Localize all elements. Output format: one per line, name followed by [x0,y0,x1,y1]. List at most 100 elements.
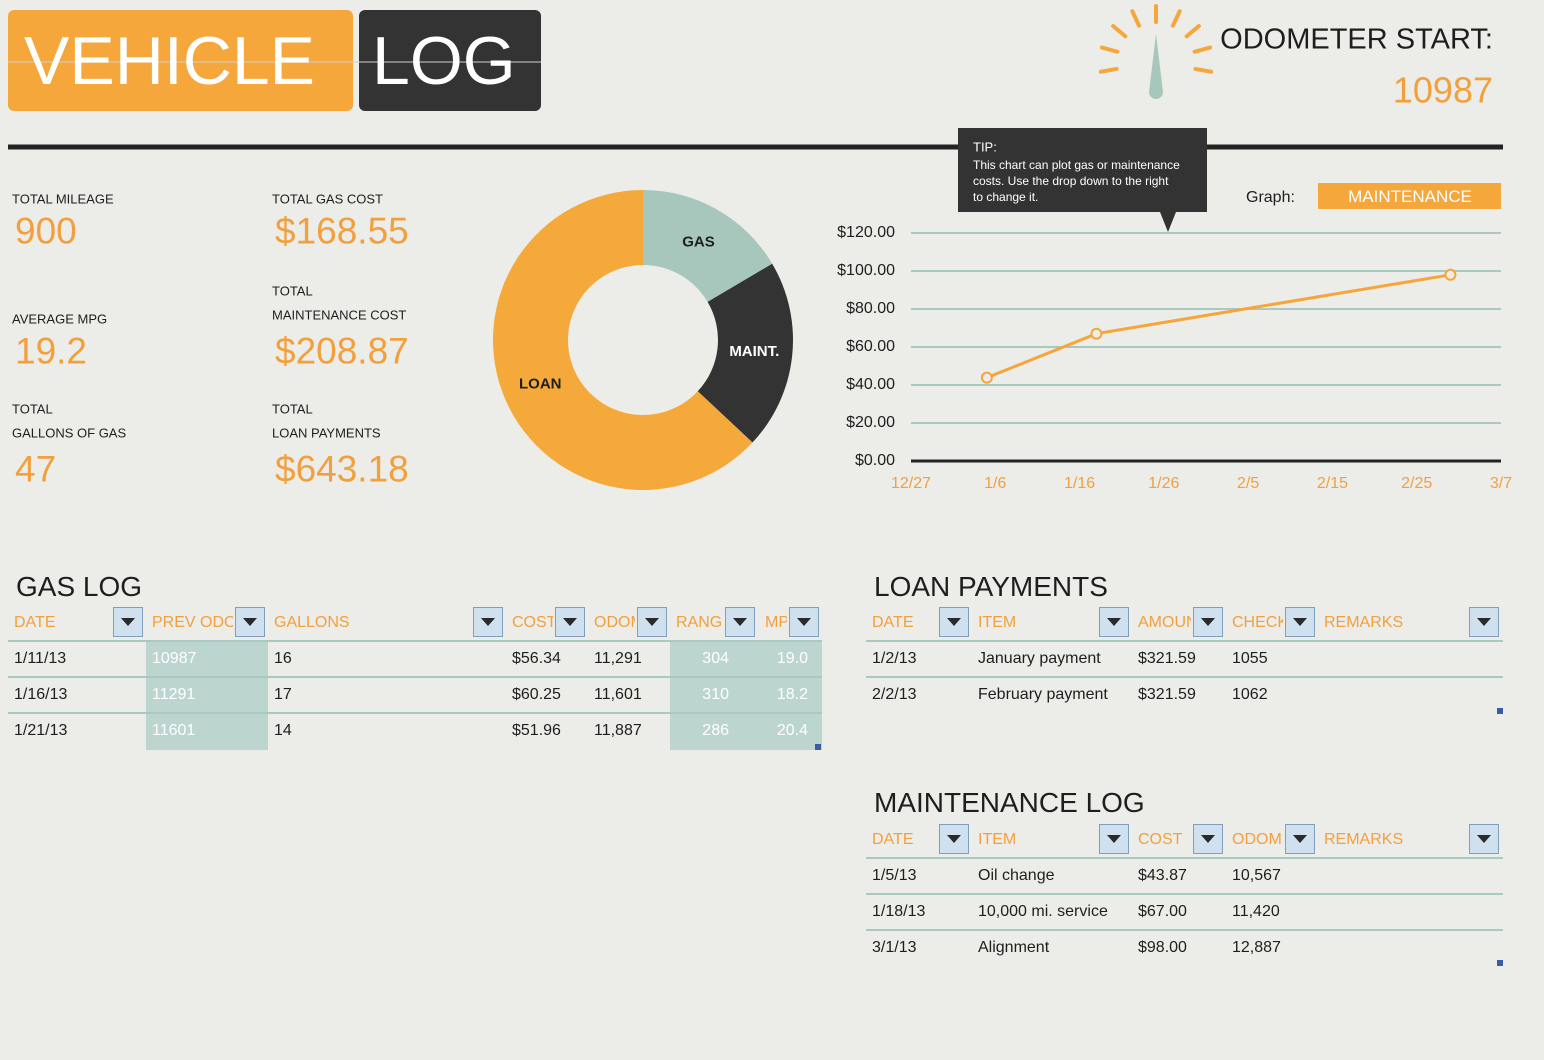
filter-dropdown[interactable] [113,607,143,637]
y-tick-label: $40.00 [846,376,895,393]
table-resize-handle [1497,708,1503,714]
table-cell: 18.2 [776,685,808,703]
table-cell: $321.59 [1138,649,1196,667]
column-header: GALLONS [274,613,350,631]
tip-box [958,128,1207,212]
column-header: ITEM [978,830,1017,848]
table-cell: 10987 [152,649,197,667]
x-tick-label: 2/25 [1401,475,1432,492]
stat-value: $208.87 [275,330,409,372]
tip-title: TIP: [973,139,997,155]
y-tick-label: $0.00 [855,452,895,469]
filter-dropdown[interactable] [1193,607,1223,637]
y-tick-label: $120.00 [837,224,895,241]
gauge-ray [1099,45,1120,54]
filter-dropdown[interactable] [725,607,755,637]
title-right-box [359,10,541,111]
table-cell: 11,420 [1232,902,1280,920]
table-resize-handle [1497,960,1503,966]
table-cell: 1/21/13 [14,721,68,739]
x-tick-label: 1/26 [1148,475,1179,492]
donut-slice [697,263,793,443]
filter-dropdown[interactable] [555,607,585,637]
filter-dropdown[interactable] [1469,607,1499,637]
table-resize-handle [815,744,821,750]
column-header: ODOM [594,613,635,631]
column-header: REMARKS [1324,830,1404,848]
table-cell: 1/2/13 [872,649,917,667]
column-header: REMARKS [1324,613,1404,631]
graph-selector-box[interactable] [1318,183,1501,209]
filter-dropdown[interactable] [1099,824,1129,854]
y-tick-label: $60.00 [846,338,895,355]
table-cell: 16 [274,649,292,667]
table-cell: 11601 [152,721,196,739]
stat-label: TOTAL [12,401,53,417]
filter-dropdown[interactable] [1285,824,1315,854]
table-title: GAS LOG [16,570,143,602]
stat-value: 47 [15,448,57,490]
gauge-needle [1149,34,1163,99]
table-cell: 10,000 mi. service [978,902,1108,920]
table-cell: 310 [702,685,729,703]
filter-dropdown[interactable] [789,607,819,637]
table-cell: 11,601 [594,685,642,703]
stat-label: TOTAL [272,283,313,299]
table-cell: 10,567 [1232,866,1281,884]
table-cell: 1/11/13 [14,649,67,667]
column-shade [146,642,268,750]
table-cell: 19.0 [776,649,808,667]
filter-dropdown[interactable] [939,607,969,637]
column-header: ITEM [978,613,1017,631]
table-cell: 1/5/13 [872,866,917,884]
tip-text: costs. Use the drop down to the right [973,174,1169,189]
donut-label: LOAN [519,376,562,393]
stat-value: $168.55 [275,210,409,252]
column-header: AMOUNT [1138,613,1191,631]
stat-label: GALLONS OF GAS [12,425,127,441]
line-point [980,371,993,384]
table-cell: 11,291 [594,649,642,667]
title-left: VEHICLE [24,22,315,99]
filter-dropdown[interactable] [637,607,667,637]
stat-label: LOAN PAYMENTS [272,425,381,441]
odometer-icon [1098,4,1214,99]
table-cell: Alignment [978,938,1050,956]
gauge-ray [1192,45,1213,54]
table-cell: $60.25 [512,685,561,703]
table-cell: 286 [702,721,729,739]
column-header: COST [512,613,553,631]
odometer-label: ODOMETER START: [1220,23,1493,56]
table-cell: January payment [978,649,1101,667]
table-cell: 1055 [1232,649,1268,667]
filter-dropdown[interactable] [1193,824,1223,854]
filter-dropdown[interactable] [939,824,969,854]
graph-selector-value[interactable]: MAINTENANCE [1348,187,1472,207]
y-tick-label: $80.00 [846,300,895,317]
filter-dropdown[interactable] [473,607,503,637]
title-right: LOG [372,22,516,99]
gauge-ray [1170,9,1182,28]
title-left-box [8,10,353,111]
stat-label: TOTAL [272,401,313,417]
tip-pointer [1160,212,1176,232]
table-cell: 304 [702,649,729,667]
table-cell: 2/2/13 [872,685,917,703]
y-tick-label: $20.00 [846,414,895,431]
gauge-ray [1184,24,1201,39]
x-tick-label: 2/15 [1317,475,1348,492]
x-tick-label: 1/16 [1064,475,1095,492]
table-cell: 1/18/13 [872,902,926,920]
filter-dropdown[interactable] [1285,607,1315,637]
column-header: DATE [14,613,56,631]
column-shade [670,642,822,750]
table-cell: $67.00 [1138,902,1187,920]
table-cell: February payment [978,685,1108,703]
filter-dropdown[interactable] [235,607,265,637]
filter-dropdown[interactable] [1099,607,1129,637]
table-cell: 1/16/13 [14,685,68,703]
filter-dropdown[interactable] [1469,824,1499,854]
gauge-ray [1193,66,1214,74]
gauge-ray [1098,66,1119,74]
